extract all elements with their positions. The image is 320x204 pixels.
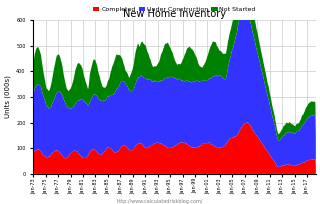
Legend: Completed, Under Construction, Not Started: Completed, Under Construction, Not Start… xyxy=(91,4,258,15)
Title: New Home Inventory: New Home Inventory xyxy=(123,9,226,19)
Y-axis label: Units (000s): Units (000s) xyxy=(4,75,11,118)
Text: http://www.calculatedriskblog.com/: http://www.calculatedriskblog.com/ xyxy=(117,199,203,204)
